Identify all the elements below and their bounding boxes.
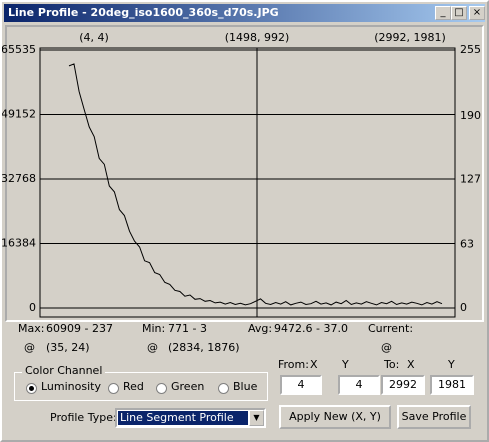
radio-button[interactable]	[218, 383, 229, 394]
coord-label: To:	[384, 358, 400, 371]
group-legend: Color Channel	[22, 364, 106, 377]
from-x-input[interactable]: 4	[280, 375, 322, 395]
stat-label: Current:	[368, 322, 414, 335]
close-button[interactable]: ×	[469, 6, 485, 20]
coord-label: X	[310, 358, 318, 371]
coord-label: Y	[448, 358, 455, 371]
coord-label: From:	[278, 358, 309, 371]
to-y-input[interactable]: 1981	[430, 375, 474, 395]
stat-at: @	[24, 341, 35, 354]
coord-label: X	[407, 358, 415, 371]
profile-label: Profile Type:	[50, 411, 117, 424]
stat-value: 60909 - 237	[46, 322, 113, 335]
radio-dot	[29, 386, 34, 391]
stat-pos: (35, 24)	[46, 341, 90, 354]
stat-value: 771 - 3	[168, 322, 207, 335]
chart-panel	[5, 25, 484, 322]
profile-line	[68, 63, 443, 306]
minimize-button[interactable]: _	[435, 6, 451, 20]
radio-button[interactable]	[156, 383, 167, 394]
title-bar: Line Profile - 20deg_iso1600_360s_d70s.J…	[4, 4, 485, 22]
coord-label: Y	[342, 358, 349, 371]
maximize-button[interactable]: □	[451, 6, 467, 20]
point-label: (1498, 992)	[225, 31, 290, 44]
y2-tick-label: 0	[460, 301, 467, 314]
select-value: Line Segment Profile	[118, 411, 248, 425]
point-label: (4, 4)	[79, 31, 109, 44]
stat-label: Avg:	[248, 322, 273, 335]
y-tick-label: 49152	[2, 107, 36, 120]
radio-label[interactable]: Red	[123, 380, 144, 393]
window-title: Line Profile - 20deg_iso1600_360s_d70s.J…	[8, 6, 279, 19]
radio-label[interactable]: Green	[171, 380, 205, 393]
apply-button[interactable]: Apply New (X, Y)	[279, 405, 391, 429]
y2-tick-label: 127	[460, 173, 481, 186]
profile-select[interactable]: Line Segment Profile ▼	[115, 408, 266, 428]
color-channel-group	[14, 372, 268, 401]
save-button[interactable]: Save Profile	[397, 405, 471, 429]
y2-tick-label: 255	[460, 43, 481, 56]
radio-label[interactable]: Blue	[233, 380, 258, 393]
stat-label: Min:	[142, 322, 166, 335]
point-label: (2992, 1981)	[374, 31, 446, 44]
y2-tick-label: 190	[460, 109, 481, 122]
stat-label: Max:	[18, 322, 45, 335]
plot-frame	[39, 47, 456, 318]
stat-pos: (2834, 1876)	[168, 341, 240, 354]
stat-at: @	[381, 341, 392, 354]
from-y-input[interactable]: 4	[338, 375, 380, 395]
radio-button[interactable]	[26, 383, 37, 394]
to-x-input[interactable]: 2992	[381, 375, 425, 395]
y-tick-label: 0	[29, 301, 36, 314]
stat-at: @	[147, 341, 158, 354]
chart: 0 16384 32768 49152 65535 0 63 127 190 255 (4, 4) (…	[2, 31, 481, 318]
dropdown-arrow[interactable]: ▼	[249, 410, 264, 426]
radio-label[interactable]: Luminosity	[41, 380, 101, 393]
y2-tick-label: 63	[460, 237, 474, 250]
y-tick-label: 65535	[2, 43, 36, 56]
radio-button[interactable]	[108, 383, 119, 394]
y-tick-label: 16384	[2, 236, 36, 249]
y-tick-label: 32768	[2, 172, 36, 185]
stat-value: 9472.6 - 37.0	[274, 322, 348, 335]
